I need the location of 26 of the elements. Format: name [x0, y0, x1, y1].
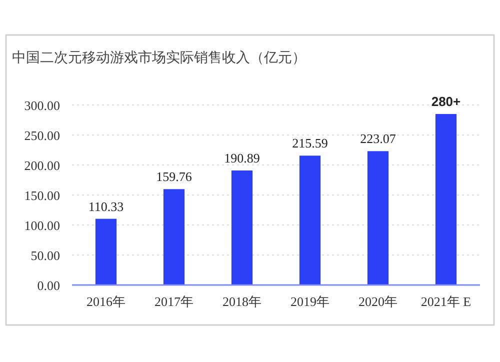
y-tick-label: 150.00	[24, 188, 60, 203]
text: 280+	[431, 94, 461, 109]
text: 223.07	[360, 131, 396, 146]
x-tick-label: 2021年 E	[420, 294, 472, 309]
x-tick-label: 2016年	[86, 294, 126, 309]
x-tick-label: 2019年	[290, 294, 330, 309]
text: 215.59	[292, 136, 328, 151]
y-tick-label: 100.00	[24, 218, 60, 233]
x-tick-label: 2020年	[358, 294, 398, 309]
y-tick-label: 0.00	[37, 278, 60, 293]
chart-title: 中国二次元移动游戏市场实际销售收入（亿元）	[12, 50, 306, 66]
bar	[95, 218, 117, 285]
y-tick-label: 50.00	[30, 248, 60, 263]
text: 190.89	[224, 150, 260, 166]
y-tick-label: 250.00	[24, 128, 60, 143]
text: 159.76	[156, 169, 192, 184]
y-tick-label: 300.00	[24, 98, 60, 113]
x-tick-label: 2018年	[222, 294, 262, 309]
bar	[367, 151, 389, 285]
bar	[435, 114, 457, 285]
x-tick-label: 2017年	[154, 294, 194, 309]
y-tick-label: 200.00	[24, 158, 60, 173]
bar	[299, 156, 321, 285]
text: 110.33	[88, 198, 124, 214]
bar	[163, 189, 185, 285]
bar	[231, 170, 253, 285]
